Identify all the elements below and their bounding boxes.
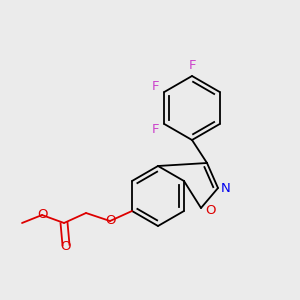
Text: O: O (105, 214, 115, 226)
Text: F: F (188, 59, 196, 72)
Text: F: F (152, 123, 159, 136)
Text: O: O (60, 239, 70, 253)
Text: O: O (37, 208, 47, 220)
Text: O: O (205, 203, 215, 217)
Text: F: F (152, 80, 159, 93)
Text: N: N (221, 182, 231, 194)
